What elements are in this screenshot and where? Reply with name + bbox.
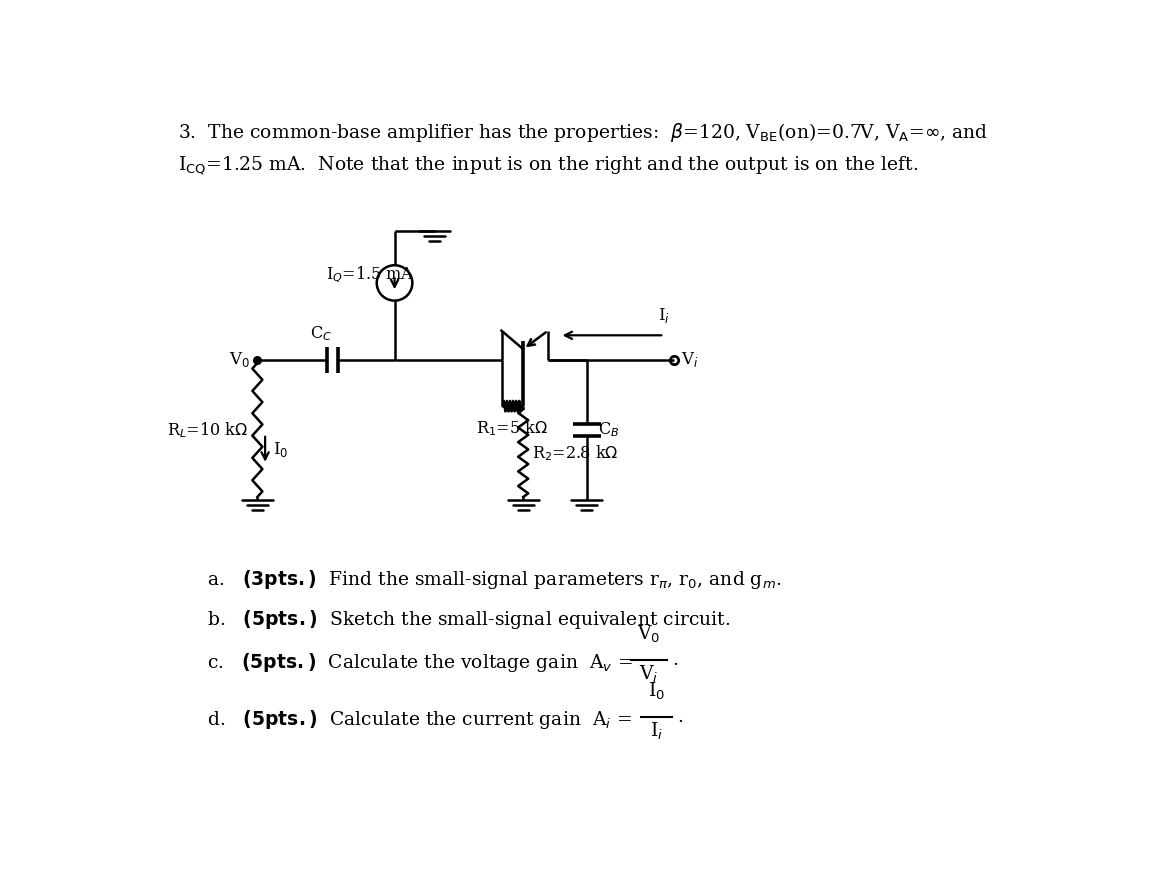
Text: R$_2$=2.8 k$\Omega$: R$_2$=2.8 k$\Omega$ bbox=[532, 444, 619, 463]
Text: a.   $\mathbf{(3pts.)}$  Find the small-signal parameters r$_\pi$, r$_0$, and g$: a. $\mathbf{(3pts.)}$ Find the small-sig… bbox=[206, 568, 782, 591]
Text: I$_Q$=1.5 mA: I$_Q$=1.5 mA bbox=[326, 265, 415, 286]
Text: I$_0$: I$_0$ bbox=[273, 440, 288, 459]
Text: 3.  The common-base amplifier has the properties:  $\beta$=120, V$_{\rm BE}$(on): 3. The common-base amplifier has the pro… bbox=[177, 121, 988, 145]
Text: I$_{\rm CQ}$=1.25 mA.  Note that the input is on the right and the output is on : I$_{\rm CQ}$=1.25 mA. Note that the inpu… bbox=[177, 155, 918, 177]
Text: c.   $\mathbf{(5pts.)}$  Calculate the voltage gain  A$_v$ =: c. $\mathbf{(5pts.)}$ Calculate the volt… bbox=[206, 651, 633, 674]
Text: b.   $\mathbf{(5pts.)}$  Sketch the small-signal equivalent circuit.: b. $\mathbf{(5pts.)}$ Sketch the small-s… bbox=[206, 608, 731, 631]
Text: I$_i$: I$_i$ bbox=[650, 721, 664, 743]
Text: V$_i$: V$_i$ bbox=[681, 350, 698, 370]
Text: .: . bbox=[672, 651, 677, 669]
Text: V$_i$: V$_i$ bbox=[639, 664, 659, 685]
Text: C$_B$: C$_B$ bbox=[597, 421, 619, 439]
Text: V$_0$: V$_0$ bbox=[229, 350, 249, 370]
Text: R$_1$=5 k$\Omega$: R$_1$=5 k$\Omega$ bbox=[477, 418, 549, 438]
Text: R$_L$=10 k$\Omega$: R$_L$=10 k$\Omega$ bbox=[167, 420, 248, 440]
Text: V$_0$: V$_0$ bbox=[637, 624, 660, 645]
Text: I$_0$: I$_0$ bbox=[648, 681, 665, 702]
Text: .: . bbox=[677, 708, 683, 726]
Text: C$_C$: C$_C$ bbox=[310, 325, 332, 343]
Text: d.   $\mathbf{(5pts.)}$  Calculate the current gain  A$_i$ =: d. $\mathbf{(5pts.)}$ Calculate the curr… bbox=[206, 708, 632, 731]
Text: I$_i$: I$_i$ bbox=[658, 306, 670, 325]
